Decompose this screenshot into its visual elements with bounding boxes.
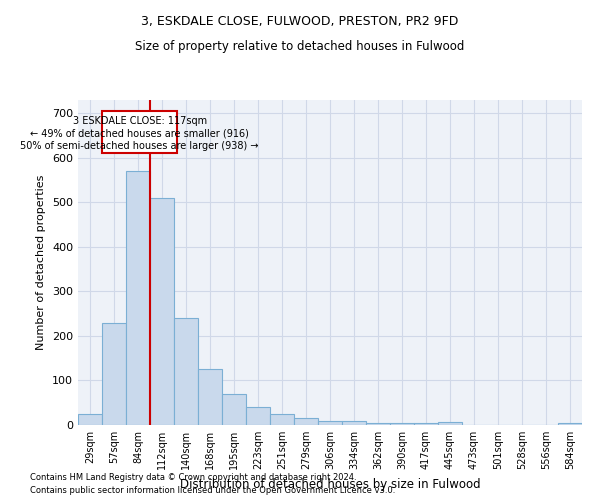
Bar [174,318,198,425]
Text: Contains public sector information licensed under the Open Government Licence v3: Contains public sector information licen… [30,486,395,495]
Bar [558,423,582,425]
Text: Size of property relative to detached houses in Fulwood: Size of property relative to detached ho… [136,40,464,53]
Bar [342,420,366,425]
Bar [78,414,102,425]
Text: 3, ESKDALE CLOSE, FULWOOD, PRESTON, PR2 9FD: 3, ESKDALE CLOSE, FULWOOD, PRESTON, PR2 … [142,15,458,28]
Bar [246,407,270,425]
Bar [366,423,390,425]
Bar [294,418,318,425]
Text: 50% of semi-detached houses are larger (938) →: 50% of semi-detached houses are larger (… [20,140,259,150]
Text: Contains HM Land Registry data © Crown copyright and database right 2024.: Contains HM Land Registry data © Crown c… [30,474,356,482]
Bar [270,414,294,425]
Bar [102,322,126,425]
Bar [222,394,246,425]
Bar [438,422,462,425]
Y-axis label: Number of detached properties: Number of detached properties [37,175,46,350]
Text: 3 ESKDALE CLOSE: 117sqm: 3 ESKDALE CLOSE: 117sqm [73,116,207,126]
Bar [126,171,150,425]
X-axis label: Distribution of detached houses by size in Fulwood: Distribution of detached houses by size … [179,478,481,490]
Bar [414,423,438,425]
Text: ← 49% of detached houses are smaller (916): ← 49% of detached houses are smaller (91… [30,128,249,138]
Bar [198,370,222,425]
Bar [150,198,174,425]
Bar [390,423,414,425]
Bar [318,420,342,425]
FancyBboxPatch shape [103,111,177,154]
